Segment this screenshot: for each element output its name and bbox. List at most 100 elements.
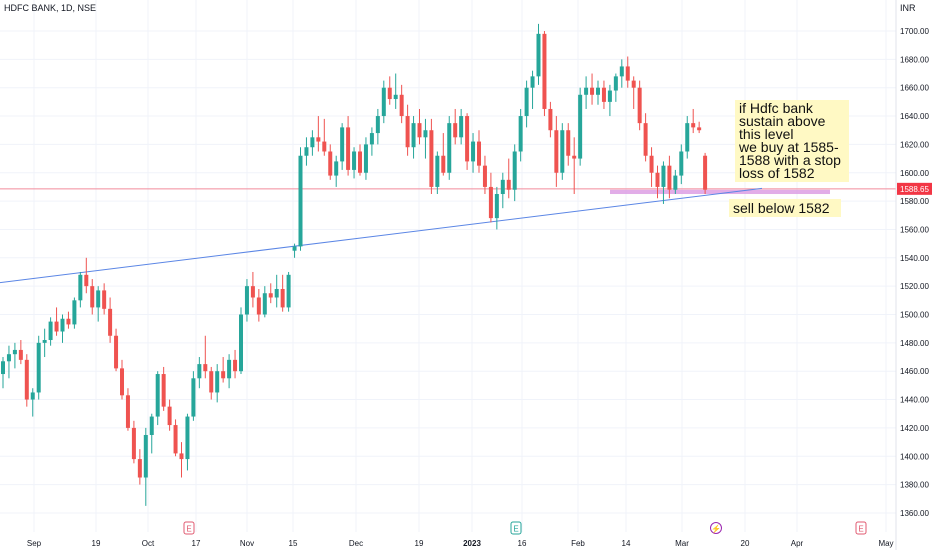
candle-up <box>584 76 589 109</box>
candle-body <box>250 286 255 298</box>
candle-body <box>60 318 65 332</box>
candle-down <box>691 108 696 134</box>
support-zone[interactable] <box>610 189 830 195</box>
candle-down <box>417 108 422 145</box>
candle-body <box>381 87 386 117</box>
candle-down <box>566 123 571 166</box>
candle-body <box>244 286 249 315</box>
candle-up <box>1 357 5 389</box>
candle-down <box>358 144 362 176</box>
candle-down <box>572 137 577 195</box>
candle-body <box>655 172 660 187</box>
currency-label: INR <box>900 3 916 13</box>
candle-body <box>131 427 136 460</box>
price-axis[interactable]: 1360.00 1380.00 1400.00 1420.00 1440.00 1460.… <box>900 27 929 518</box>
candle-body <box>286 274 291 308</box>
candle-up <box>685 116 690 159</box>
candle-body <box>316 137 321 142</box>
candle-body <box>423 130 428 138</box>
price-tick-label: 1460.00 <box>900 367 929 376</box>
buy-note[interactable]: if Hdfc bank sustain above this level we… <box>735 100 849 182</box>
candle-body <box>149 416 154 435</box>
candle-down <box>131 420 136 464</box>
candle-down <box>429 118 434 195</box>
candle-body <box>679 151 684 176</box>
price-tick-label: 1440.00 <box>900 396 929 405</box>
candle-body <box>292 246 297 251</box>
candle-up <box>619 59 624 88</box>
candle-body <box>453 123 458 138</box>
price-tick-label: 1520.00 <box>900 282 929 291</box>
time-tick-label: 19 <box>92 539 101 548</box>
price-tick-label: 1400.00 <box>900 452 929 461</box>
time-axis[interactable]: Sep 19 Oct 17 Nov 15 Dec 19 2023 16 Feb 14 Mar 20 Apr M… <box>27 539 894 548</box>
candle-down <box>108 297 113 343</box>
price-tick-label: 1500.00 <box>900 311 929 320</box>
last-price-badge: 1588.65 <box>897 182 932 195</box>
candle-body <box>375 116 380 134</box>
candle-body <box>387 87 392 100</box>
candle-body <box>459 116 464 138</box>
candles[interactable] <box>1 23 708 506</box>
candle-body <box>590 87 595 95</box>
candle-body <box>256 297 261 315</box>
candle-body <box>506 179 511 190</box>
candle-body <box>6 354 11 362</box>
candle-down <box>346 116 351 176</box>
trendline-path <box>0 187 763 284</box>
candle-up <box>244 279 249 322</box>
candle-up <box>363 137 368 180</box>
candle-down <box>465 113 470 170</box>
candle-body <box>494 194 499 219</box>
candle-body <box>661 165 666 187</box>
candle-body <box>530 76 535 88</box>
candle-up <box>227 354 232 389</box>
candle-body <box>637 87 642 124</box>
sell-note[interactable]: sell below 1582 <box>729 199 841 217</box>
candle-body <box>691 123 696 128</box>
price-tick-label: 1540.00 <box>900 254 929 263</box>
candle-body <box>197 364 202 379</box>
candle-up <box>191 371 196 421</box>
candle-up <box>613 73 618 102</box>
candle-down <box>84 257 89 294</box>
candle-body <box>369 133 374 145</box>
candle-up <box>155 371 160 426</box>
candle-body <box>203 364 208 372</box>
candle-body <box>447 123 452 173</box>
candle-body <box>36 342 41 393</box>
price-tick-label: 1680.00 <box>900 55 929 64</box>
candle-down <box>54 307 59 336</box>
candle-up <box>596 80 600 105</box>
candle-body <box>548 108 553 131</box>
candle-down <box>542 31 547 117</box>
candle-body <box>143 434 148 478</box>
candle-up <box>239 307 243 375</box>
candle-down <box>114 328 119 372</box>
trendline[interactable] <box>0 187 763 284</box>
candle-up <box>78 271 83 308</box>
candle-down <box>625 56 630 88</box>
candle-body <box>90 286 95 308</box>
candle-up <box>435 151 440 195</box>
candle-body <box>358 151 362 173</box>
time-tick-label: Feb <box>571 539 585 548</box>
candle-down <box>649 147 654 187</box>
candle-up <box>679 144 684 185</box>
candle-down <box>280 274 285 312</box>
candle-down <box>233 349 238 379</box>
price-tick-label: 1580.00 <box>900 197 929 206</box>
event-marker-label: E <box>186 525 191 534</box>
candle-body <box>346 127 351 170</box>
candle-down <box>24 354 29 407</box>
candle-body <box>167 406 172 426</box>
candle-down <box>137 449 142 485</box>
candle-body <box>435 155 440 187</box>
symbol-title: HDFC BANK, 1D, NSE <box>4 3 96 13</box>
candle-down <box>316 116 321 152</box>
candle-down <box>631 76 636 109</box>
candle-down <box>590 73 595 105</box>
candle-body <box>30 392 35 400</box>
